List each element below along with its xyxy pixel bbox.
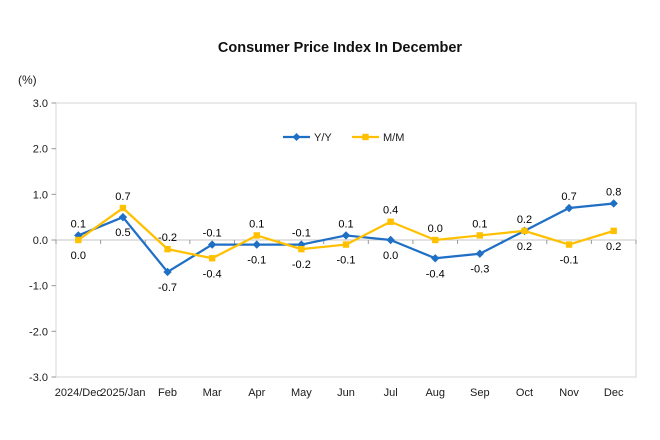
plot-area: [55, 102, 637, 378]
data-point-marker: [164, 245, 171, 253]
data-label: 0.7: [115, 191, 130, 203]
y-axis: 3.0 2.0 1.0 0.0 -1.0 -2.0 -3.0: [29, 98, 56, 384]
y-axis-unit-label: (%): [18, 73, 37, 87]
data-label: 0.2: [606, 241, 621, 253]
chart-title: Consumer Price Index In December: [218, 40, 463, 56]
data-point-marker: [341, 231, 351, 240]
x-tick-label: Nov: [559, 387, 579, 399]
data-label: -0.4: [426, 268, 445, 280]
data-point-marker: [207, 240, 217, 249]
data-point-marker: [75, 236, 82, 244]
data-point-marker: [475, 249, 485, 258]
data-point-marker: [342, 241, 350, 248]
data-point-marker: [208, 255, 216, 262]
data-point-marker: [564, 203, 574, 213]
data-point-marker: [252, 240, 261, 249]
data-label: 0.1: [249, 218, 264, 230]
data-point-marker: [298, 245, 305, 253]
legend-item: M/M: [352, 132, 404, 144]
y-tick-label: 3.0: [33, 98, 48, 110]
x-tick-label: Oct: [516, 387, 533, 399]
x-tick-label: Sep: [470, 387, 490, 399]
data-point-marker: [387, 218, 394, 225]
x-tick-label: Mar: [203, 387, 222, 399]
data-point-marker: [118, 212, 128, 222]
data-label: -0.1: [203, 228, 222, 240]
data-label: 0.8: [606, 186, 621, 198]
data-label: 0.2: [517, 214, 532, 226]
data-label: 0.1: [338, 218, 353, 230]
data-label: -0.3: [470, 264, 489, 276]
x-tick-label: 2025/Jan: [100, 387, 145, 399]
x-tick-label: Aug: [425, 387, 445, 399]
data-label: -0.2: [292, 259, 311, 271]
data-label: 0.7: [561, 191, 576, 203]
data-label: -0.1: [560, 255, 579, 267]
legend-marker: [362, 133, 369, 141]
x-tick-label: Dec: [604, 387, 624, 399]
x-tick-label: Apr: [248, 387, 265, 399]
x-tick-label: May: [291, 387, 312, 399]
y-tick-label: -2.0: [29, 326, 48, 338]
data-point-marker: [432, 236, 439, 244]
legend-label: M/M: [383, 132, 404, 144]
y-tick-label: -3.0: [29, 372, 48, 384]
data-point-marker: [431, 254, 440, 263]
data-label: 0.0: [428, 223, 443, 235]
data-labels: 0.1 0.0 0.7 0.5 -0.2 -0.7 -0.1 -0.4 0.1 -0.1 -0.1 -…: [71, 186, 622, 294]
legend-item: Y/Y: [283, 132, 332, 144]
legend-label: Y/Y: [314, 132, 332, 144]
legend: Y/Y M/M: [283, 132, 404, 144]
y-tick-label: 2.0: [33, 144, 48, 156]
data-label: -0.1: [247, 255, 266, 267]
y-tick-label: 1.0: [33, 189, 48, 201]
y-tick-label: 0.0: [33, 235, 48, 247]
data-point-marker: [609, 199, 618, 208]
data-label: 0.1: [71, 218, 86, 230]
data-label: 0.0: [383, 250, 398, 262]
data-label: 0.5: [115, 227, 130, 239]
data-point-marker: [476, 232, 484, 239]
x-tick-label: 2024/Dec: [55, 387, 103, 399]
x-tick-label: Jul: [384, 387, 398, 399]
data-label: -0.1: [292, 228, 311, 240]
data-point-marker: [610, 227, 617, 235]
data-point-marker: [521, 227, 528, 235]
data-point-marker: [565, 241, 573, 248]
data-point-marker: [163, 267, 172, 277]
data-point-marker: [386, 235, 395, 245]
y-tick-label: -1.0: [29, 281, 48, 293]
x-tick-label: Feb: [158, 387, 177, 399]
data-label: 0.4: [383, 205, 398, 217]
data-label: -0.1: [337, 255, 356, 267]
series-layer: [74, 199, 618, 277]
data-label: -0.2: [158, 232, 177, 244]
x-tick-label: Jun: [337, 387, 355, 399]
data-label: -0.4: [203, 268, 222, 280]
data-label: 0.2: [517, 241, 532, 253]
data-point-marker: [253, 232, 260, 239]
data-label: -0.7: [158, 282, 177, 294]
data-point-marker: [119, 204, 127, 212]
legend-marker: [292, 133, 301, 141]
data-label: 0.1: [472, 218, 487, 230]
data-label: 0.0: [71, 250, 86, 262]
